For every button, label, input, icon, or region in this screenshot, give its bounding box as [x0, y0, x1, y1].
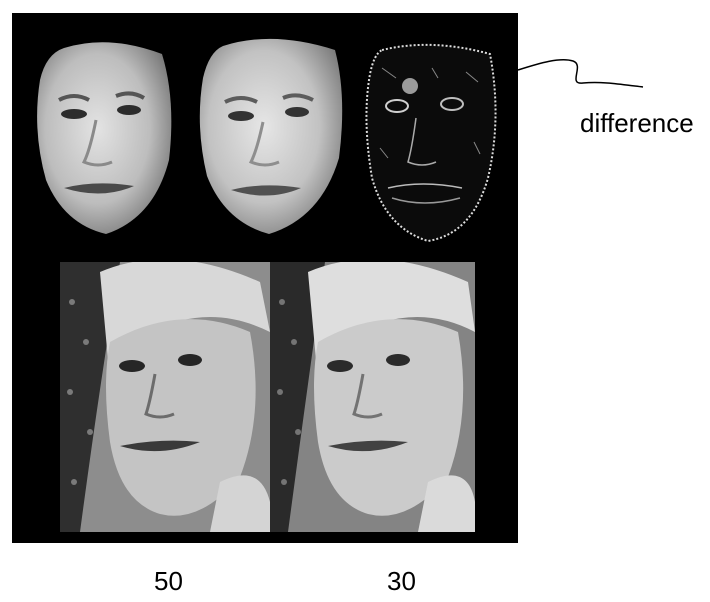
caption-left: 50 [154, 566, 183, 597]
callout-line [515, 55, 645, 95]
masked-face-left-image [34, 40, 179, 236]
masked-face-right-image [197, 36, 345, 236]
photo-left-image [60, 262, 270, 532]
difference-label: difference [580, 108, 694, 139]
caption-right: 30 [387, 566, 416, 597]
difference-map-image [362, 38, 498, 243]
image-panel [12, 13, 518, 543]
photo-right-image [270, 262, 475, 532]
